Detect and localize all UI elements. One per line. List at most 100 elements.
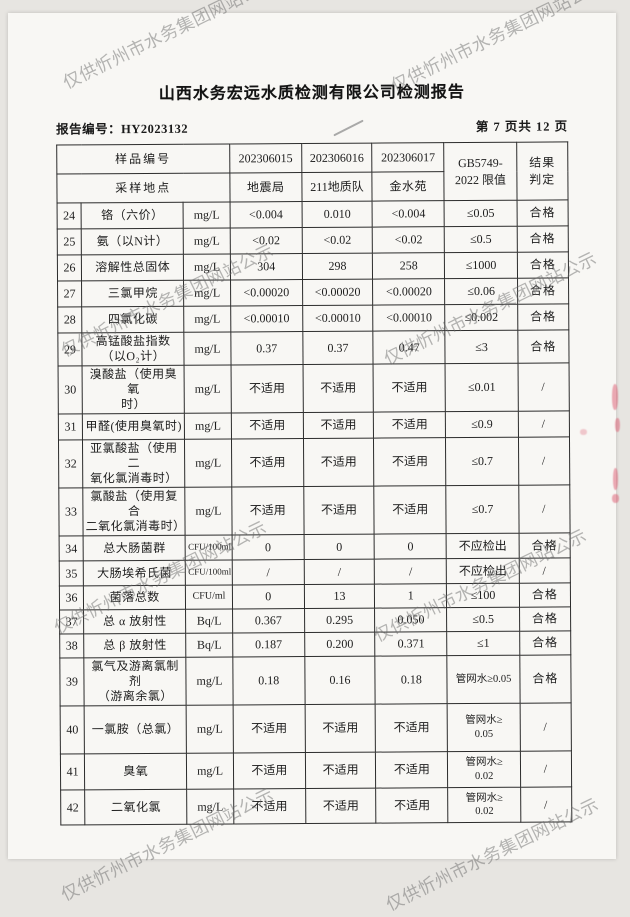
limit-value: 管网水≥0.05 <box>447 655 520 704</box>
parameter-name: 二氧化氯 <box>84 789 188 825</box>
unit: mg/L <box>183 279 231 307</box>
parameter-name: 氯酸盐（使用复合 二氧化氯消毒时） <box>82 487 186 536</box>
report-number: 报告编号：HY2023132 <box>56 121 189 137</box>
limit-value: ≤0.05 <box>444 200 517 227</box>
unit: mg/L <box>186 656 233 706</box>
row-number: 30 <box>58 365 83 415</box>
value-sample2: 不适用 <box>303 412 374 439</box>
value-sample3: 不适用 <box>375 751 449 789</box>
unit: mg/L <box>184 305 231 333</box>
value-sample3: 不适用 <box>373 485 447 535</box>
row-number: 33 <box>58 487 84 537</box>
value-sample3: 258 <box>372 252 445 280</box>
result-judgment: 合格 <box>519 630 571 656</box>
table-row: 29 高锰酸盐指数 （以O₂计） mg/L 0.37 0.37 0.47 ≤3 … <box>57 329 570 367</box>
unit: mg/L <box>186 752 234 790</box>
table-row: 41 臭氧 mg/L 不适用 不适用 不适用 管网水≥ 0.02 / <box>60 750 572 791</box>
parameter-name: 臭氧 <box>84 753 188 790</box>
table-row: 24 铬（六价） mg/L <0.004 0.010 <0.004 ≤0.05 … <box>57 199 569 230</box>
unit: mg/L <box>184 331 231 366</box>
parameter-name: 高锰酸盐指数 （以O₂计） <box>81 332 185 366</box>
table-row: 31 甲醛(使用臭氧时) mg/L 不适用 不适用 不适用 ≤0.9 / <box>58 410 570 441</box>
result-judgment: / <box>520 786 572 823</box>
parameter-name: 总 α 放射性 <box>83 609 187 634</box>
header-row-sample-ids: 样品编号 202306015 202306016 202306017 GB574… <box>56 141 569 201</box>
parameter-name: 菌落总数 <box>83 585 186 610</box>
unit: mg/L <box>186 704 234 754</box>
unit: mg/L <box>185 486 232 536</box>
limit-value: ≤0.7 <box>446 485 519 534</box>
results-table: 样品编号 202306015 202306016 202306017 GB574… <box>56 141 572 826</box>
header-location-1: 地震局 <box>229 172 302 202</box>
parameter-name: 铬（六价） <box>81 202 184 229</box>
table-row: 37 总 α 放射性 Bq/L 0.367 0.295 0.050 ≤0.5 合… <box>59 606 571 635</box>
result-judgment: / <box>517 362 570 412</box>
limit-value: ≤1 <box>447 631 520 656</box>
row-number: 41 <box>60 753 85 791</box>
limit-value: 管网水≥ 0.05 <box>447 703 521 752</box>
parameter-name: 总 β 放射性 <box>83 633 187 658</box>
header-limit-line1: GB5749- <box>458 156 503 171</box>
value-sample2: 不适用 <box>305 788 377 824</box>
document-content: 山西水务宏远水质检测有限公司检测报告 报告编号：HY2023132 第 7 页共… <box>7 11 620 861</box>
table-row: 39 氯气及游离氯制剂 （游离余氯） mg/L 0.18 0.16 0.18 管… <box>59 654 572 707</box>
value-sample3: 不适用 <box>373 437 447 487</box>
value-sample3: <0.02 <box>372 226 445 254</box>
unit: mg/L <box>183 253 231 281</box>
row-number: 31 <box>58 413 83 441</box>
report-paper: 山西水务宏远水质检测有限公司检测报告 报告编号：HY2023132 第 7 页共… <box>8 13 620 859</box>
scanned-report-screenshot: 山西水务宏远水质检测有限公司检测报告 报告编号：HY2023132 第 7 页共… <box>8 0 620 915</box>
result-judgment: / <box>518 436 570 486</box>
parameter-name: 氨（以N计） <box>81 228 184 255</box>
limit-value: ≤0.06 <box>444 278 518 305</box>
row-number: 35 <box>59 560 84 587</box>
limit-value: ≤0.002 <box>445 304 518 331</box>
value-sample3: 1 <box>374 583 447 609</box>
value-sample2: 不适用 <box>305 704 376 753</box>
unit: CFU/100ml <box>185 534 232 561</box>
value-sample1: 不适用 <box>233 788 306 824</box>
result-judgment: 合格 <box>517 277 569 305</box>
value-sample3: 不适用 <box>373 411 446 439</box>
header-sample-id-label: 样品编号 <box>56 143 230 175</box>
limit-value: 管网水≥ 0.02 <box>448 787 521 823</box>
table-row: 32 亚氯酸盐（使用二 氧化氯消毒时） mg/L 不适用 不适用 不适用 ≤0.… <box>58 436 570 489</box>
value-sample1: 0 <box>231 534 305 560</box>
value-sample2: 0 <box>304 534 375 560</box>
unit: CFU/ml <box>185 584 233 610</box>
header-sample-id-3: 202306017 <box>371 142 445 173</box>
value-sample1: <0.004 <box>229 201 303 228</box>
parameter-name: 亚氯酸盐（使用二 氧化氯消毒时） <box>82 439 186 488</box>
value-sample3: <0.004 <box>372 200 445 228</box>
value-sample1: 0.18 <box>232 656 306 705</box>
value-sample3: <0.00020 <box>372 278 446 306</box>
value-sample3: 不适用 <box>375 787 449 824</box>
red-stamp-fragment <box>580 429 587 435</box>
unit: Bq/L <box>186 632 233 658</box>
row-number: 27 <box>57 280 82 308</box>
unit: mg/L <box>183 201 230 229</box>
parameter-name: 总大肠菌群 <box>83 535 186 561</box>
value-sample2: 不适用 <box>305 752 376 789</box>
header-result-line1: 结果 <box>529 155 556 170</box>
row-number: 40 <box>60 705 85 755</box>
value-sample1: 0 <box>232 584 305 609</box>
value-sample1: <0.02 <box>229 227 303 254</box>
table-row: 42 二氧化氯 mg/L 不适用 不适用 不适用 管网水≥ 0.02 / <box>60 786 572 826</box>
value-sample2: 不适用 <box>303 438 374 487</box>
limit-value: ≤0.7 <box>445 437 519 486</box>
row-number: 38 <box>59 633 84 659</box>
value-sample1: 0.367 <box>232 608 305 633</box>
result-judgment: 合格 <box>517 251 569 279</box>
value-sample1: 不适用 <box>233 752 306 789</box>
table-row: 26 溶解性总固体 mg/L 304 298 258 ≤1000 合格 <box>57 251 569 282</box>
value-sample1: 不适用 <box>230 364 304 413</box>
red-stamp-fragment <box>612 384 618 410</box>
table-row: 25 氨（以N计） mg/L <0.02 <0.02 <0.02 ≤0.5 合格 <box>57 225 569 256</box>
value-sample1: <0.00020 <box>230 279 303 306</box>
header-result-label: 结果 判定 <box>516 141 569 201</box>
value-sample2: <0.02 <box>302 227 373 254</box>
table-row: 27 三氯甲烷 mg/L <0.00020 <0.00020 <0.00020 … <box>57 277 569 308</box>
value-sample1: / <box>231 559 305 585</box>
value-sample1: 不适用 <box>231 486 305 535</box>
